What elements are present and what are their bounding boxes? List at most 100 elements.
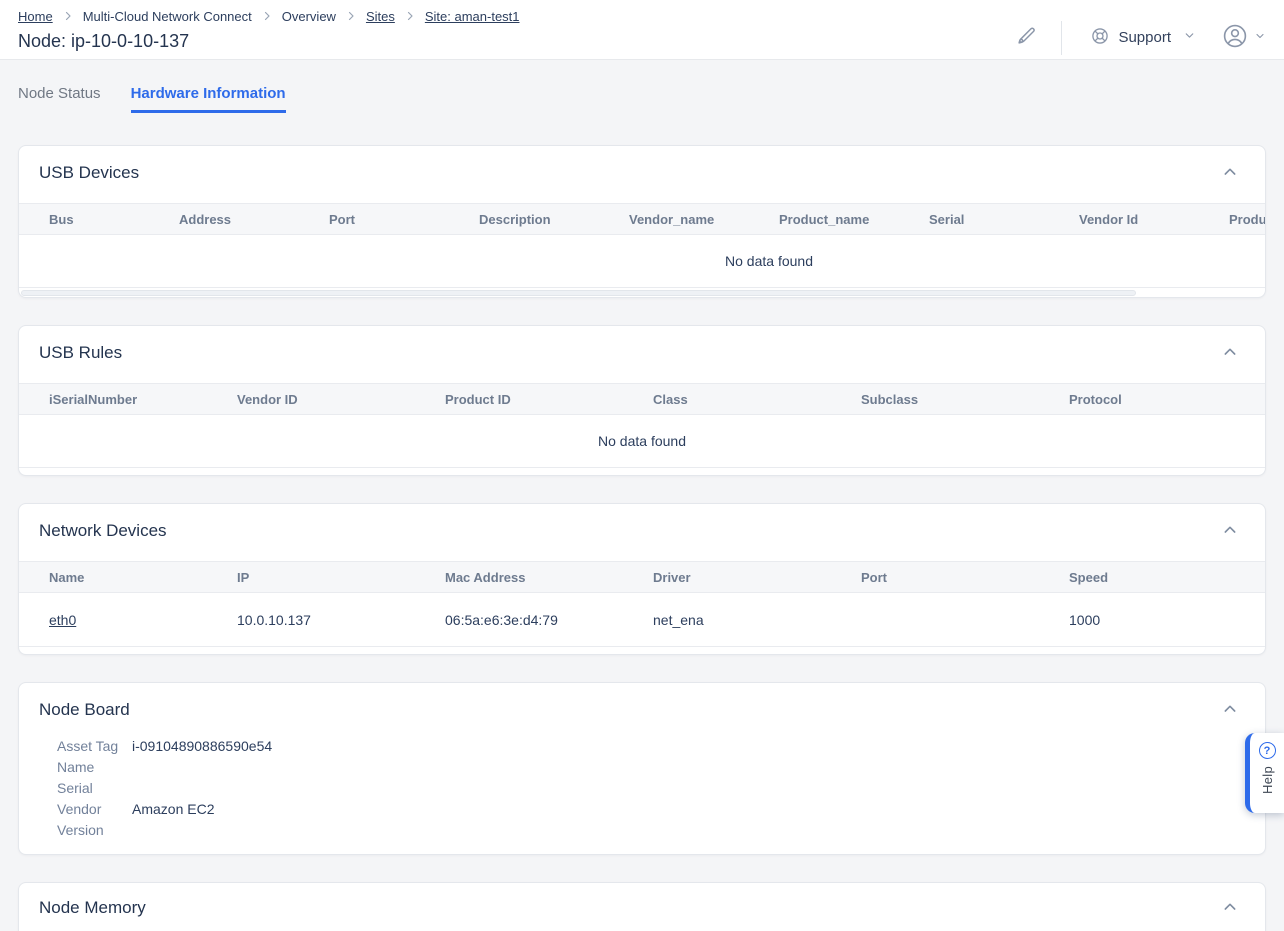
column-header: Address <box>179 211 232 227</box>
breadcrumb-site-aman-test1[interactable]: Site: aman-test1 <box>424 8 520 24</box>
tab-hardware-information[interactable]: Hardware Information <box>130 85 286 113</box>
column-header: Speed <box>1069 569 1109 585</box>
divider <box>1061 20 1063 55</box>
table-header-row: Name IP Mac Address Driver Port Speed <box>19 561 1265 593</box>
network-devices-card: Network Devices Name IP Mac Address Driv… <box>18 503 1266 655</box>
help-button[interactable]: ? Help <box>1245 733 1284 813</box>
section-title: USB Devices <box>39 163 140 182</box>
node-board-header: Node Board <box>19 683 1265 740</box>
cell-name: eth0 <box>19 612 227 628</box>
cell-ip: 10.0.10.137 <box>237 611 311 628</box>
section-title: Network Devices <box>39 521 167 540</box>
account-menu[interactable] <box>1222 23 1266 52</box>
field-value: i-09104890886590e54 <box>132 738 273 754</box>
help-label: Help <box>1259 766 1275 794</box>
column-header: Driver <box>653 569 691 585</box>
lifebuoy-icon <box>1090 26 1110 50</box>
breadcrumb-overview: Overview <box>281 8 336 24</box>
table-footer <box>19 647 1265 654</box>
table-header-row: iSerialNumber Vendor ID Product ID Class… <box>19 383 1265 415</box>
field-vendor: Vendor Amazon EC2 <box>57 799 1245 820</box>
column-header: Description <box>479 211 551 227</box>
usb-devices-card: USB Devices Bus Address Port Description… <box>18 145 1266 298</box>
section-title: USB Rules <box>39 343 123 362</box>
breadcrumb-sites[interactable]: Sites <box>365 8 395 24</box>
empty-state: No data found <box>19 235 1265 288</box>
collapse-button[interactable] <box>1222 344 1238 363</box>
chevron-down-icon <box>1254 30 1266 45</box>
column-header: Protocol <box>1069 391 1122 407</box>
network-devices-header: Network Devices <box>19 504 1265 561</box>
support-label: Support <box>1118 29 1171 46</box>
cell-mac-address: 06:5a:e6:3e:d4:79 <box>445 611 558 628</box>
chevron-up-icon <box>1222 344 1238 363</box>
usb-rules-card: USB Rules iSerialNumber Vendor ID Produc… <box>18 325 1266 476</box>
top-header-actions: Support <box>1015 8 1266 59</box>
chevron-up-icon <box>1222 164 1238 183</box>
chevron-right-icon <box>404 10 416 22</box>
main-content: Node Status Hardware Information USB Dev… <box>0 60 1284 931</box>
column-header: Port <box>861 569 887 585</box>
column-header: Bus <box>49 211 74 227</box>
column-header: Vendor ID <box>237 391 298 407</box>
column-header: Serial <box>929 211 965 227</box>
column-header: Subclass <box>861 391 919 407</box>
collapse-button[interactable] <box>1222 522 1238 541</box>
usb-devices-header: USB Devices <box>19 146 1265 203</box>
edit-button[interactable] <box>1015 25 1037 50</box>
field-serial: Serial <box>57 778 1245 799</box>
breadcrumb-home[interactable]: Home <box>18 8 53 24</box>
table-row: eth0 10.0.10.137 06:5a:e6:3e:d4:79 net_e… <box>19 593 1265 647</box>
chevron-up-icon <box>1222 522 1238 541</box>
chevron-right-icon <box>261 10 273 22</box>
support-menu[interactable]: Support <box>1090 26 1196 50</box>
column-header: iSerialNumber <box>49 391 138 407</box>
node-board-card: Node Board Asset Tag i-09104890886590e54… <box>18 682 1266 855</box>
field-value: Amazon EC2 <box>132 801 215 817</box>
field-label: Version <box>57 822 104 838</box>
collapse-button[interactable] <box>1222 164 1238 183</box>
column-header: Product ID <box>445 391 511 407</box>
column-header: Product_name <box>779 211 870 227</box>
section-title: Node Memory <box>39 898 146 917</box>
eth0-link[interactable]: eth0 <box>49 611 77 628</box>
field-asset-tag: Asset Tag i-09104890886590e54 <box>57 736 1245 757</box>
field-label: Asset Tag <box>57 738 119 754</box>
chevron-down-icon <box>1183 29 1196 46</box>
column-header: Mac Address <box>445 569 526 585</box>
collapse-button[interactable] <box>1222 701 1238 720</box>
field-label: Serial <box>57 780 93 796</box>
column-header: Class <box>653 391 688 407</box>
node-memory-header: Node Memory <box>19 883 1265 931</box>
breadcrumb: Home Multi-Cloud Network Connect Overvie… <box>18 8 520 24</box>
horizontal-scrollbar-thumb[interactable] <box>21 290 1136 296</box>
table-header-row: Bus Address Port Description Vendor_name… <box>19 203 1265 235</box>
node-board-fields: Asset Tag i-09104890886590e54 Name Seria… <box>19 736 1265 854</box>
tab-bar: Node Status Hardware Information <box>18 60 1266 113</box>
question-glyph: ? <box>1263 744 1271 757</box>
top-header-left: Home Multi-Cloud Network Connect Overvie… <box>18 8 520 59</box>
usb-rules-header: USB Rules <box>19 326 1265 383</box>
field-label: Name <box>57 759 95 775</box>
pencil-icon <box>1015 25 1037 50</box>
breadcrumb-multi-cloud-network-connect: Multi-Cloud Network Connect <box>82 8 252 24</box>
section-title: Node Board <box>39 700 130 719</box>
field-label: Vendor <box>57 801 102 817</box>
table-footer <box>19 468 1265 475</box>
column-header: Vendor_name <box>629 211 715 227</box>
cell-speed: 1000 <box>1069 611 1101 628</box>
chevron-right-icon <box>345 10 357 22</box>
chevron-up-icon <box>1222 899 1238 918</box>
node-memory-card: Node Memory <box>18 882 1266 931</box>
tab-node-status[interactable]: Node Status <box>18 85 101 102</box>
usb-devices-table-scroll[interactable]: Bus Address Port Description Vendor_name… <box>19 203 1265 297</box>
empty-state: No data found <box>19 415 1265 468</box>
column-header: Port <box>329 211 355 227</box>
column-header: Product Id <box>1229 211 1265 227</box>
user-avatar-icon <box>1222 23 1248 52</box>
column-header: Vendor Id <box>1079 211 1139 227</box>
question-circle-icon: ? <box>1258 742 1276 759</box>
chevron-right-icon <box>62 10 74 22</box>
collapse-button[interactable] <box>1222 899 1238 918</box>
page-title: Node: ip-10-0-10-137 <box>18 31 190 51</box>
